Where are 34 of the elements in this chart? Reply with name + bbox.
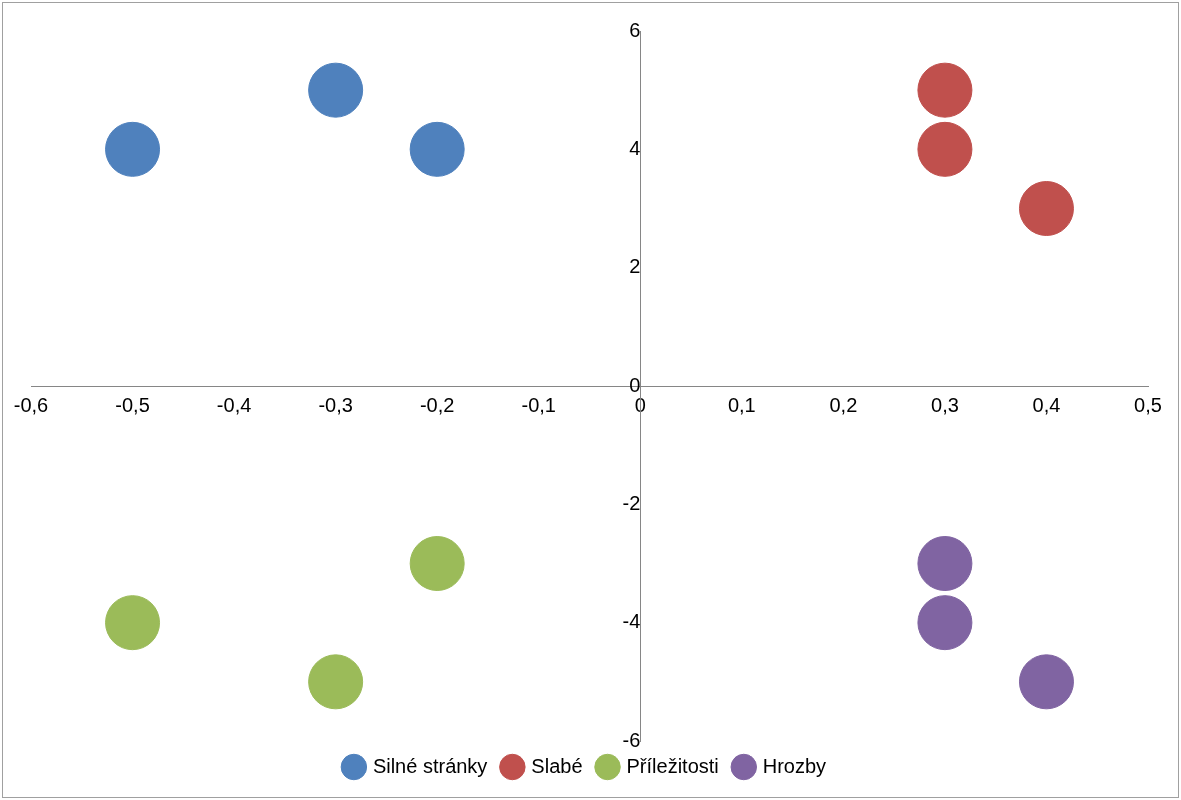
point — [308, 62, 364, 118]
point — [917, 595, 973, 651]
x-tick-label: -0,3 — [318, 393, 353, 416]
x-tick-label: 0,2 — [829, 393, 858, 416]
point — [1018, 654, 1074, 710]
point — [1018, 181, 1074, 236]
point — [105, 595, 161, 651]
x-tick-label: -0,6 — [13, 393, 49, 416]
point — [917, 536, 973, 591]
legend-label: Silné stránky — [372, 754, 488, 777]
x-tick-label: 0,1 — [727, 393, 756, 416]
y-tick-label: -2 — [622, 491, 641, 514]
y-tick-label: 2 — [629, 255, 641, 278]
x-tick-label: -0,4 — [216, 393, 252, 416]
point — [409, 536, 465, 591]
point — [409, 121, 465, 177]
point — [917, 121, 973, 177]
y-tick-label: -4 — [622, 610, 641, 633]
x-tick-label: 0,5 — [1134, 393, 1162, 416]
point — [917, 62, 973, 118]
y-tick-label: -6 — [622, 728, 641, 751]
legend-label: Hrozby — [762, 754, 827, 777]
x-tick-label: 0,4 — [1032, 393, 1061, 416]
point — [105, 121, 161, 177]
y-tick-label: 6 — [629, 18, 641, 41]
legend-label: Slabé — [531, 754, 583, 777]
x-tick-label: -0,1 — [521, 393, 556, 416]
x-tick-label: -0,2 — [419, 393, 455, 416]
y-tick-label: 0 — [629, 373, 641, 396]
x-tick-label: 0,3 — [931, 393, 959, 416]
x-tick-label: -0,5 — [115, 393, 150, 416]
legend-label: Příležitosti — [626, 754, 719, 777]
y-tick-label: 4 — [629, 136, 641, 159]
point — [308, 654, 364, 710]
